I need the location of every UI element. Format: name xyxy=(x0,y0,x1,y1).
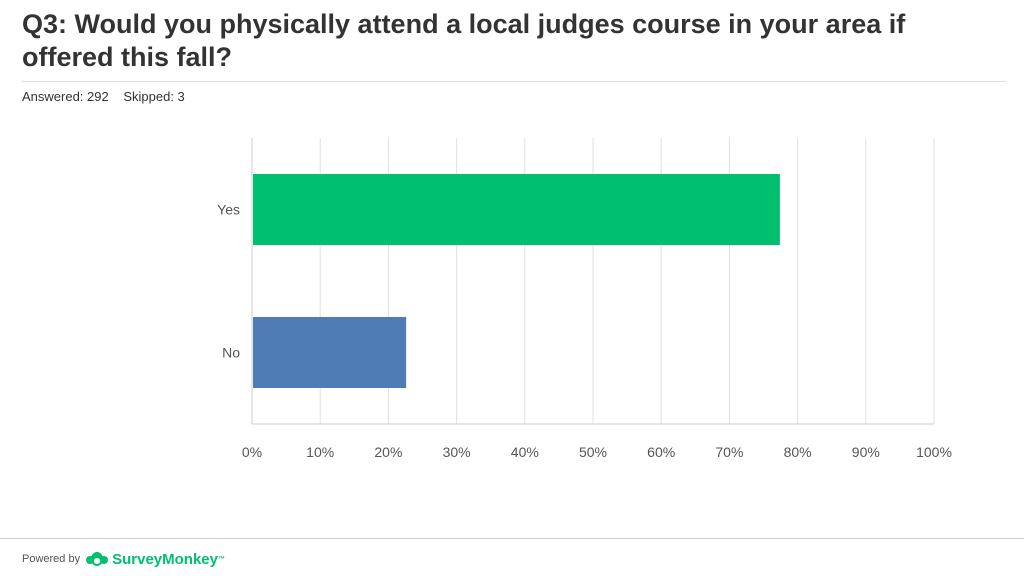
x-tick-label: 10% xyxy=(306,444,334,460)
bar-chart: 0% 10% 20% 30% 40% 50% 60% 70% 80% 90% 100% Yes No xyxy=(217,138,952,460)
surveymonkey-brand[interactable]: SurveyMonkey ™ xyxy=(85,551,225,568)
bar-yes xyxy=(253,174,780,245)
surveymonkey-logo-icon xyxy=(86,552,109,566)
x-tick-label: 50% xyxy=(579,444,607,460)
x-tick-label: 20% xyxy=(374,444,402,460)
x-tick-label: 40% xyxy=(511,444,539,460)
page-title: Q3: Would you physically attend a local … xyxy=(22,9,906,72)
category-label: Yes xyxy=(217,202,240,218)
title-divider xyxy=(22,81,1006,82)
x-tick-label: 100% xyxy=(916,444,952,460)
answered-count: Answered: 292 xyxy=(22,89,109,104)
skipped-count: Skipped: 3 xyxy=(123,89,185,104)
x-tick-label: 60% xyxy=(647,444,675,460)
x-tick-label: 30% xyxy=(443,444,471,460)
x-tick-label: 90% xyxy=(852,444,880,460)
x-tick-label: 0% xyxy=(242,444,262,460)
bar-no xyxy=(253,317,407,388)
response-stats: Answered: 292 Skipped: 3 xyxy=(22,89,196,104)
powered-by-label: Powered by xyxy=(22,553,81,565)
footer-divider xyxy=(0,538,1024,539)
brand-name: SurveyMonkey xyxy=(112,550,218,568)
x-tick-label: 70% xyxy=(715,444,743,460)
footer: Powered by SurveyMonkey ™ xyxy=(22,548,225,570)
x-tick-label: 80% xyxy=(784,444,812,460)
category-label: No xyxy=(222,345,240,361)
